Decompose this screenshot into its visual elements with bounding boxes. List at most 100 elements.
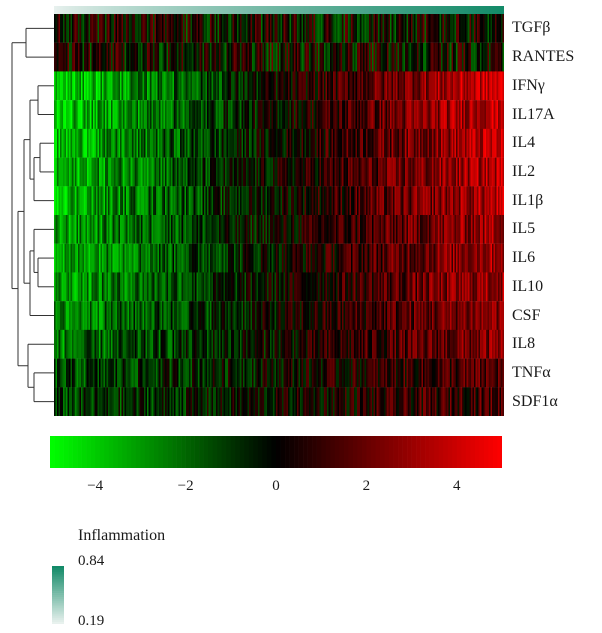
heatmap-cell: [87, 128, 89, 158]
heatmap-cell: [316, 157, 319, 187]
heatmap-cell: [433, 358, 436, 388]
heatmap-cell: [97, 329, 100, 359]
heatmap-cell: [327, 215, 329, 244]
heatmap-cell: [358, 358, 361, 388]
heatmap-cell: [379, 42, 382, 72]
heatmap-cell: [421, 215, 424, 244]
heatmap-cell: [253, 186, 256, 216]
heatmap-cell: [214, 215, 217, 244]
heatmap-cell: [243, 42, 245, 72]
heatmap-cell: [205, 100, 208, 130]
heatmap-cell: [435, 272, 437, 302]
heatmap-cell: [148, 186, 151, 216]
heatmap-cell: [355, 71, 358, 101]
heatmap-cell: [72, 42, 74, 72]
heatmap-cell: [424, 71, 427, 101]
heatmap-cell: [285, 157, 287, 187]
heatmap-cell: [63, 100, 65, 130]
heatmap-cell: [81, 301, 83, 331]
heatmap-cell: [372, 329, 374, 359]
heatmap-cell: [151, 215, 154, 244]
heatmap-cell: [238, 186, 241, 216]
heatmap-cell: [93, 387, 95, 416]
heatmap-cell: [81, 358, 83, 388]
heatmap-cell: [370, 42, 373, 72]
heatmap-cell: [475, 42, 478, 72]
heatmap-cell: [172, 329, 175, 359]
heatmap-cell: [163, 329, 166, 359]
heatmap-cell: [321, 42, 323, 72]
heatmap-cell: [363, 329, 365, 359]
heatmap-cell: [63, 215, 65, 244]
heatmap-cell: [468, 387, 470, 416]
heatmap-cell: [397, 71, 400, 101]
heatmap-cell: [136, 272, 139, 302]
heatmap-cell: [259, 157, 262, 187]
heatmap-cell: [321, 243, 323, 273]
heatmap-cell: [406, 215, 409, 244]
heatmap-cell: [289, 358, 292, 388]
heatmap-cell: [100, 387, 103, 416]
color-key-step: [140, 436, 146, 468]
heatmap-cell: [298, 272, 301, 302]
annotation-cell: [447, 6, 449, 15]
heatmap-cell: [259, 14, 262, 43]
heatmap-cell: [465, 215, 467, 244]
heatmap-cell: [195, 14, 197, 43]
heatmap-cell: [73, 14, 76, 43]
heatmap-cell: [205, 329, 208, 359]
heatmap-cell: [307, 42, 310, 72]
heatmap-cell: [94, 243, 97, 273]
heatmap-cell: [148, 71, 151, 101]
annotation-cell: [232, 6, 235, 15]
heatmap-cell: [361, 186, 364, 216]
heatmap-cell: [501, 243, 503, 273]
heatmap-cell: [486, 215, 488, 244]
heatmap-cell: [318, 71, 320, 101]
heatmap-cell: [148, 272, 151, 302]
heatmap-cell: [153, 358, 155, 388]
heatmap-cell: [148, 42, 151, 72]
heatmap-cell: [190, 243, 193, 273]
heatmap-cell: [69, 329, 71, 359]
heatmap-cell: [384, 215, 386, 244]
color-key-step: [126, 436, 132, 468]
heatmap-cell: [327, 329, 329, 359]
heatmap-cell: [249, 186, 251, 216]
heatmap-cell: [273, 215, 275, 244]
heatmap-cell: [346, 329, 349, 359]
annotation-cell: [193, 6, 196, 15]
annotation-cell: [138, 6, 140, 15]
heatmap-cell: [445, 272, 448, 302]
heatmap-cell: [403, 186, 406, 216]
heatmap-cell: [454, 387, 457, 416]
heatmap-cell: [285, 243, 287, 273]
heatmap-cell: [484, 329, 487, 359]
heatmap-cell: [430, 329, 433, 359]
heatmap-cell: [411, 243, 413, 273]
annotation-cell: [256, 6, 259, 15]
annotation-cell: [117, 6, 119, 15]
heatmap-cell: [193, 128, 196, 158]
heatmap-cell: [363, 71, 365, 101]
annotation-cell: [214, 6, 217, 15]
heatmap-cell: [144, 215, 146, 244]
heatmap-cell: [187, 14, 190, 43]
heatmap-cell: [396, 128, 398, 158]
heatmap-cell: [202, 272, 205, 302]
heatmap-cell: [493, 186, 496, 216]
heatmap-cell: [184, 14, 187, 43]
heatmap-cell: [162, 128, 164, 158]
heatmap-cell: [450, 358, 452, 388]
heatmap-cell: [382, 14, 385, 43]
heatmap-cell: [100, 358, 103, 388]
heatmap-cell: [205, 387, 208, 416]
heatmap-cell: [447, 14, 449, 43]
heatmap-cell: [289, 14, 292, 43]
heatmap-cell: [81, 186, 83, 216]
heatmap-cell: [291, 186, 293, 216]
heatmap-cell: [423, 329, 425, 359]
heatmap-cell: [216, 42, 218, 72]
heatmap-cell: [256, 14, 259, 43]
heatmap-cell: [496, 387, 499, 416]
